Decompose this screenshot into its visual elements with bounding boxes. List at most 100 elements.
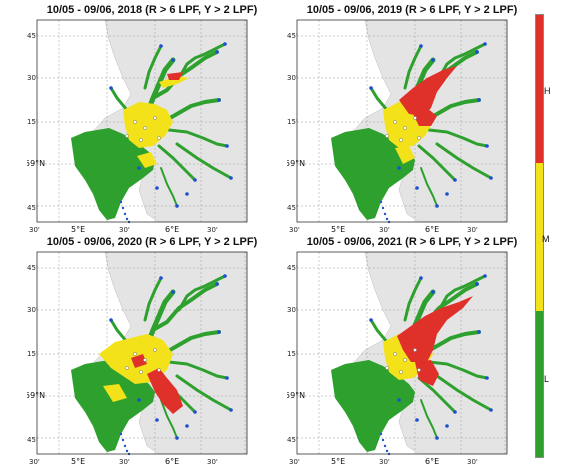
island (157, 368, 161, 372)
island (413, 116, 417, 120)
station-marker (431, 58, 435, 62)
fjord-branch (417, 144, 457, 182)
station-marker (419, 276, 423, 280)
lat-tick-label: 59°N (27, 391, 45, 400)
island (403, 126, 407, 130)
island (399, 138, 403, 142)
transect-marker (125, 449, 129, 453)
transect-marker (119, 432, 123, 436)
lat-tick-label: 15' (27, 118, 38, 126)
station-marker (445, 192, 449, 196)
medium-level-zone (395, 146, 415, 164)
lat-tick-label: 45' (27, 436, 38, 444)
island (139, 138, 143, 142)
station-marker (171, 58, 175, 62)
transect-marker (125, 217, 129, 221)
lon-tick-label: 6°E (425, 457, 439, 466)
high-level-zone (167, 72, 183, 80)
station-marker (223, 42, 227, 46)
station-marker (369, 86, 373, 90)
fjord-branch (161, 98, 221, 124)
low-level-zone (331, 360, 415, 452)
fjord-branch (177, 274, 227, 312)
lat-tick-label: 45' (287, 204, 298, 212)
map-frame (36, 251, 248, 455)
station-marker (217, 330, 221, 334)
lat-tick-label: 45' (287, 264, 298, 272)
station-marker (137, 166, 141, 170)
transect-marker (383, 212, 387, 216)
station-marker (489, 176, 493, 180)
island (393, 352, 397, 356)
station-marker (477, 98, 481, 102)
transect-marker (379, 432, 383, 436)
lon-tick-label: 6°E (165, 225, 179, 234)
station-marker (155, 186, 159, 190)
station-marker (159, 276, 163, 280)
lon-tick-label: 30' (289, 226, 300, 234)
island (417, 368, 421, 372)
station-marker (185, 192, 189, 196)
transect-marker (123, 444, 127, 448)
colorbar (535, 14, 544, 458)
fjord-branch (151, 282, 219, 332)
lon-tick-label: 5°E (331, 225, 345, 234)
lon-tick-label: 30' (379, 226, 390, 234)
fjord-branch (435, 142, 493, 180)
lat-tick-label: 59°N (287, 391, 305, 400)
station-marker (453, 410, 457, 414)
lat-tick-label: 45' (27, 264, 38, 272)
lon-tick-label: 30' (119, 226, 130, 234)
fjord-branch (369, 318, 389, 344)
station-marker (489, 408, 493, 412)
station-marker (225, 144, 229, 148)
station-marker (483, 42, 487, 46)
fjord-branch (369, 86, 389, 112)
island (413, 348, 417, 352)
fjord-branch (420, 399, 438, 439)
station-marker (397, 398, 401, 402)
map-panel-2021: 10/05 - 09/06, 2021 (R > 6 LPF, Y > 2 LP… (287, 236, 537, 468)
high-level-zone (415, 360, 439, 386)
island (157, 136, 161, 140)
station-marker (223, 274, 227, 278)
lon-tick-label: 5°E (71, 457, 85, 466)
station-marker (445, 424, 449, 428)
island (399, 370, 403, 374)
high-level-zone (147, 368, 183, 414)
station-marker (225, 376, 229, 380)
panel-title-2021: 10/05 - 09/06, 2021 (R > 6 LPF, Y > 2 LP… (306, 236, 518, 248)
colorbar-low (536, 311, 543, 457)
transect-marker (121, 438, 125, 442)
transect-marker (123, 212, 127, 216)
low-level-zone (331, 128, 415, 220)
island (417, 136, 421, 140)
high-level-zone (399, 66, 457, 116)
map-2020: 45' 30' 15' 59°N 45' 30' 5°E 30' 6°E 30' (27, 251, 248, 466)
station-marker (215, 282, 219, 286)
station-marker (435, 436, 439, 440)
island (385, 134, 389, 138)
lat-tick-label: 59°N (287, 159, 305, 168)
colorbar-medium (536, 163, 543, 311)
map-2021: 45' 30' 15' 59°N 45' 30' 5°E 30' 6°E 30' (287, 251, 508, 466)
lon-tick-label: 5°E (71, 225, 85, 234)
transect-marker (385, 217, 389, 221)
low-level-zone (71, 128, 155, 220)
transect-marker (119, 200, 123, 204)
colorbar-label-low: L (544, 374, 550, 384)
fjord-branch (435, 374, 493, 412)
fjord-branch (109, 86, 129, 112)
station-marker (109, 86, 113, 90)
station-marker (415, 418, 419, 422)
station-marker (477, 330, 481, 334)
lon-tick-label: 30' (289, 458, 300, 466)
station-marker (185, 424, 189, 428)
lon-tick-label: 30' (29, 226, 40, 234)
station-marker (397, 166, 401, 170)
map-panel-2020: 10/05 - 09/06, 2020 (R > 6 LPF, Y > 2 LP… (27, 236, 277, 468)
fjord-branch (160, 399, 178, 439)
fjord-branch (427, 360, 489, 380)
station-marker (193, 178, 197, 182)
lon-tick-label: 30' (379, 458, 390, 466)
